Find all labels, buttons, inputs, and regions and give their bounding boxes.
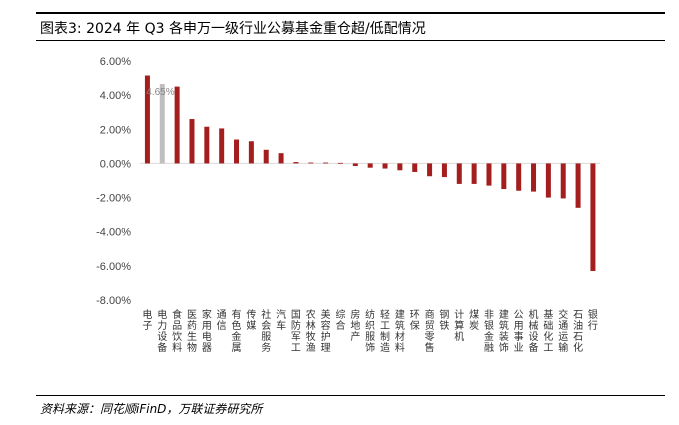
category-label: 计算机 (454, 308, 464, 343)
category-label: 农林牧渔 (306, 308, 316, 354)
category-label: 交通运输 (558, 308, 568, 354)
bar-汽车 (278, 153, 284, 164)
bar-通信 (219, 128, 225, 164)
category-label: 医药生物 (187, 309, 197, 354)
y-tick-label: -4.00% (96, 227, 131, 239)
category-label: 美容护理 (321, 308, 331, 354)
bar-煤炭 (471, 163, 477, 184)
category-label: 机械设备 (529, 308, 539, 354)
bar-环保 (412, 163, 418, 172)
y-tick-label: 6.00% (100, 56, 131, 68)
category-label: 电子 (142, 308, 152, 332)
bar-美容护理 (323, 162, 329, 164)
y-tick-label: 4.00% (100, 90, 131, 102)
category-label: 环保 (410, 310, 420, 332)
category-label: 有色金属 (232, 308, 242, 354)
category-label: 传媒 (246, 309, 256, 332)
category-label: 非银金融 (484, 309, 494, 354)
bar-食品饮料 (174, 86, 180, 164)
y-tick-label: 2.00% (100, 124, 131, 136)
category-label: 通信 (217, 309, 227, 332)
category-label: 房地产 (350, 308, 360, 343)
bar-银行 (590, 163, 596, 271)
category-label: 家用电器 (202, 308, 212, 354)
bar-石油石化 (575, 163, 581, 208)
category-label: 煤炭 (469, 308, 479, 332)
bar-农林牧渔 (308, 162, 314, 164)
bar-有色金属 (234, 139, 240, 164)
data-label: 4.65% (146, 87, 174, 98)
y-tick-label: -8.00% (96, 295, 131, 307)
category-label: 国防军工 (291, 309, 301, 354)
footer-rule (36, 395, 665, 396)
bar-非银金融 (486, 163, 492, 186)
source-note: 资料来源：同花顺iFinD，万联证券研究所 (40, 402, 263, 416)
category-label: 轻工制造 (380, 308, 390, 354)
bar-轻工制造 (382, 163, 388, 169)
category-label: 建筑材料 (395, 308, 405, 354)
bar-建筑装饰 (501, 163, 507, 190)
bar-建筑材料 (397, 163, 403, 171)
bar-机械设备 (531, 163, 537, 192)
y-tick-label: 0.00% (100, 158, 131, 170)
bar-社会服务 (263, 149, 269, 164)
bar-纺织服饰 (367, 163, 373, 168)
bar-传媒 (248, 141, 254, 164)
category-label: 电力设备 (157, 308, 167, 354)
category-label: 汽车 (276, 308, 286, 332)
y-tick-label: -2.00% (96, 193, 131, 205)
bar-综合 (337, 162, 343, 164)
category-label: 综合 (335, 308, 345, 332)
category-label: 银行 (588, 308, 598, 332)
category-label: 钢铁 (439, 308, 449, 332)
bar-交通运输 (560, 163, 566, 199)
bar-钢铁 (441, 163, 447, 178)
bar-计算机 (456, 163, 462, 184)
top-rule (36, 12, 665, 14)
chart-title: 图表3: 2024 年 Q3 各申万一级行业公募基金重仓超/低配情况 (40, 21, 426, 37)
category-label: 基础化工 (543, 308, 553, 354)
category-label: 纺织服饰 (365, 308, 375, 354)
category-label: 食品饮料 (172, 308, 182, 354)
bar-电力设备 (159, 84, 165, 164)
category-label: 建筑装饰 (499, 308, 509, 354)
bar-基础化工 (545, 163, 551, 198)
bar-商贸零售 (427, 163, 433, 177)
bar-医药生物 (189, 119, 195, 164)
bar-公用事业 (516, 163, 522, 191)
category-label: 石油石化 (573, 310, 583, 354)
bar-电子 (144, 75, 150, 164)
category-label: 商贸零售 (425, 308, 435, 354)
bar-房地产 (352, 163, 358, 166)
title-rule (36, 40, 665, 41)
category-label: 公用事业 (514, 310, 524, 354)
bar-国防军工 (293, 162, 299, 164)
category-label: 社会服务 (261, 308, 271, 354)
bar-家用电器 (204, 126, 210, 164)
y-tick-label: -6.00% (96, 261, 131, 273)
